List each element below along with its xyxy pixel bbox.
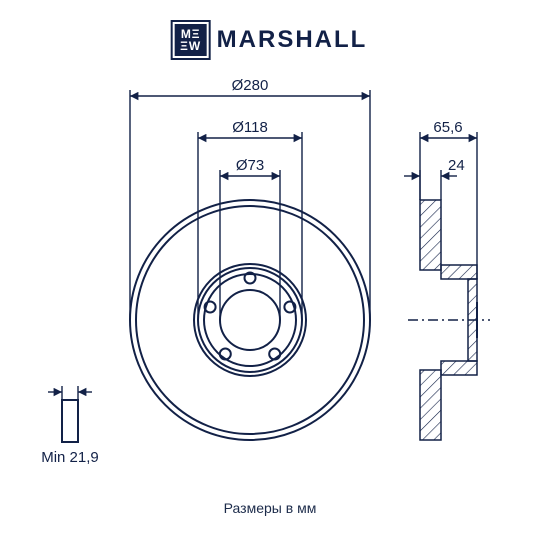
page: MΞ ΞW MARSHALL obop — [0, 0, 540, 540]
brand-badge: MΞ ΞW — [173, 22, 209, 58]
brand-logo: MΞ ΞW MARSHALL — [173, 22, 368, 58]
dim-bore-label: Ø73 — [236, 157, 264, 174]
min-thickness-view: Min 21,9 — [41, 386, 99, 466]
face-view — [130, 200, 370, 440]
dim-hub-label: Ø118 — [232, 119, 268, 136]
dim-height-label: 65,6 — [433, 119, 462, 136]
badge-line2: ΞW — [180, 40, 201, 52]
dim-thickness-label: 24 — [448, 157, 465, 174]
brand-name: MARSHALL — [217, 26, 368, 54]
dim-outer-label: Ø280 — [232, 77, 269, 94]
dim-thickness: 24 — [404, 157, 465, 200]
side-view — [408, 200, 490, 440]
caption: Размеры в мм — [0, 500, 540, 516]
technical-drawing: Ø280 Ø118 Ø73 — [0, 70, 540, 490]
dim-min-label: Min 21,9 — [41, 449, 99, 466]
